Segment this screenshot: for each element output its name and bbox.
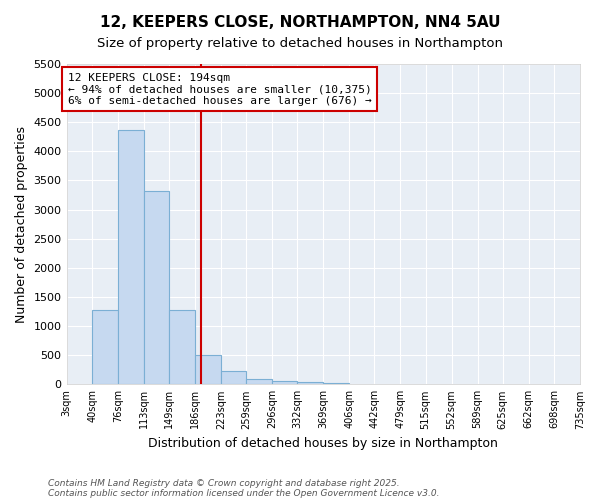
Bar — [169, 310, 195, 384]
Bar — [118, 130, 144, 384]
Bar — [195, 354, 221, 384]
Text: Size of property relative to detached houses in Northampton: Size of property relative to detached ho… — [97, 38, 503, 51]
Bar — [272, 382, 298, 384]
Bar — [221, 372, 246, 384]
Text: Contains public sector information licensed under the Open Government Licence v3: Contains public sector information licen… — [48, 488, 439, 498]
Bar — [323, 382, 349, 384]
Bar — [92, 310, 118, 384]
Text: Contains HM Land Registry data © Crown copyright and database right 2025.: Contains HM Land Registry data © Crown c… — [48, 478, 400, 488]
Y-axis label: Number of detached properties: Number of detached properties — [15, 126, 28, 322]
Text: 12 KEEPERS CLOSE: 194sqm
← 94% of detached houses are smaller (10,375)
6% of sem: 12 KEEPERS CLOSE: 194sqm ← 94% of detach… — [68, 72, 371, 106]
X-axis label: Distribution of detached houses by size in Northampton: Distribution of detached houses by size … — [148, 437, 498, 450]
Bar — [144, 191, 169, 384]
Bar — [298, 382, 323, 384]
Bar — [246, 379, 272, 384]
Text: 12, KEEPERS CLOSE, NORTHAMPTON, NN4 5AU: 12, KEEPERS CLOSE, NORTHAMPTON, NN4 5AU — [100, 15, 500, 30]
